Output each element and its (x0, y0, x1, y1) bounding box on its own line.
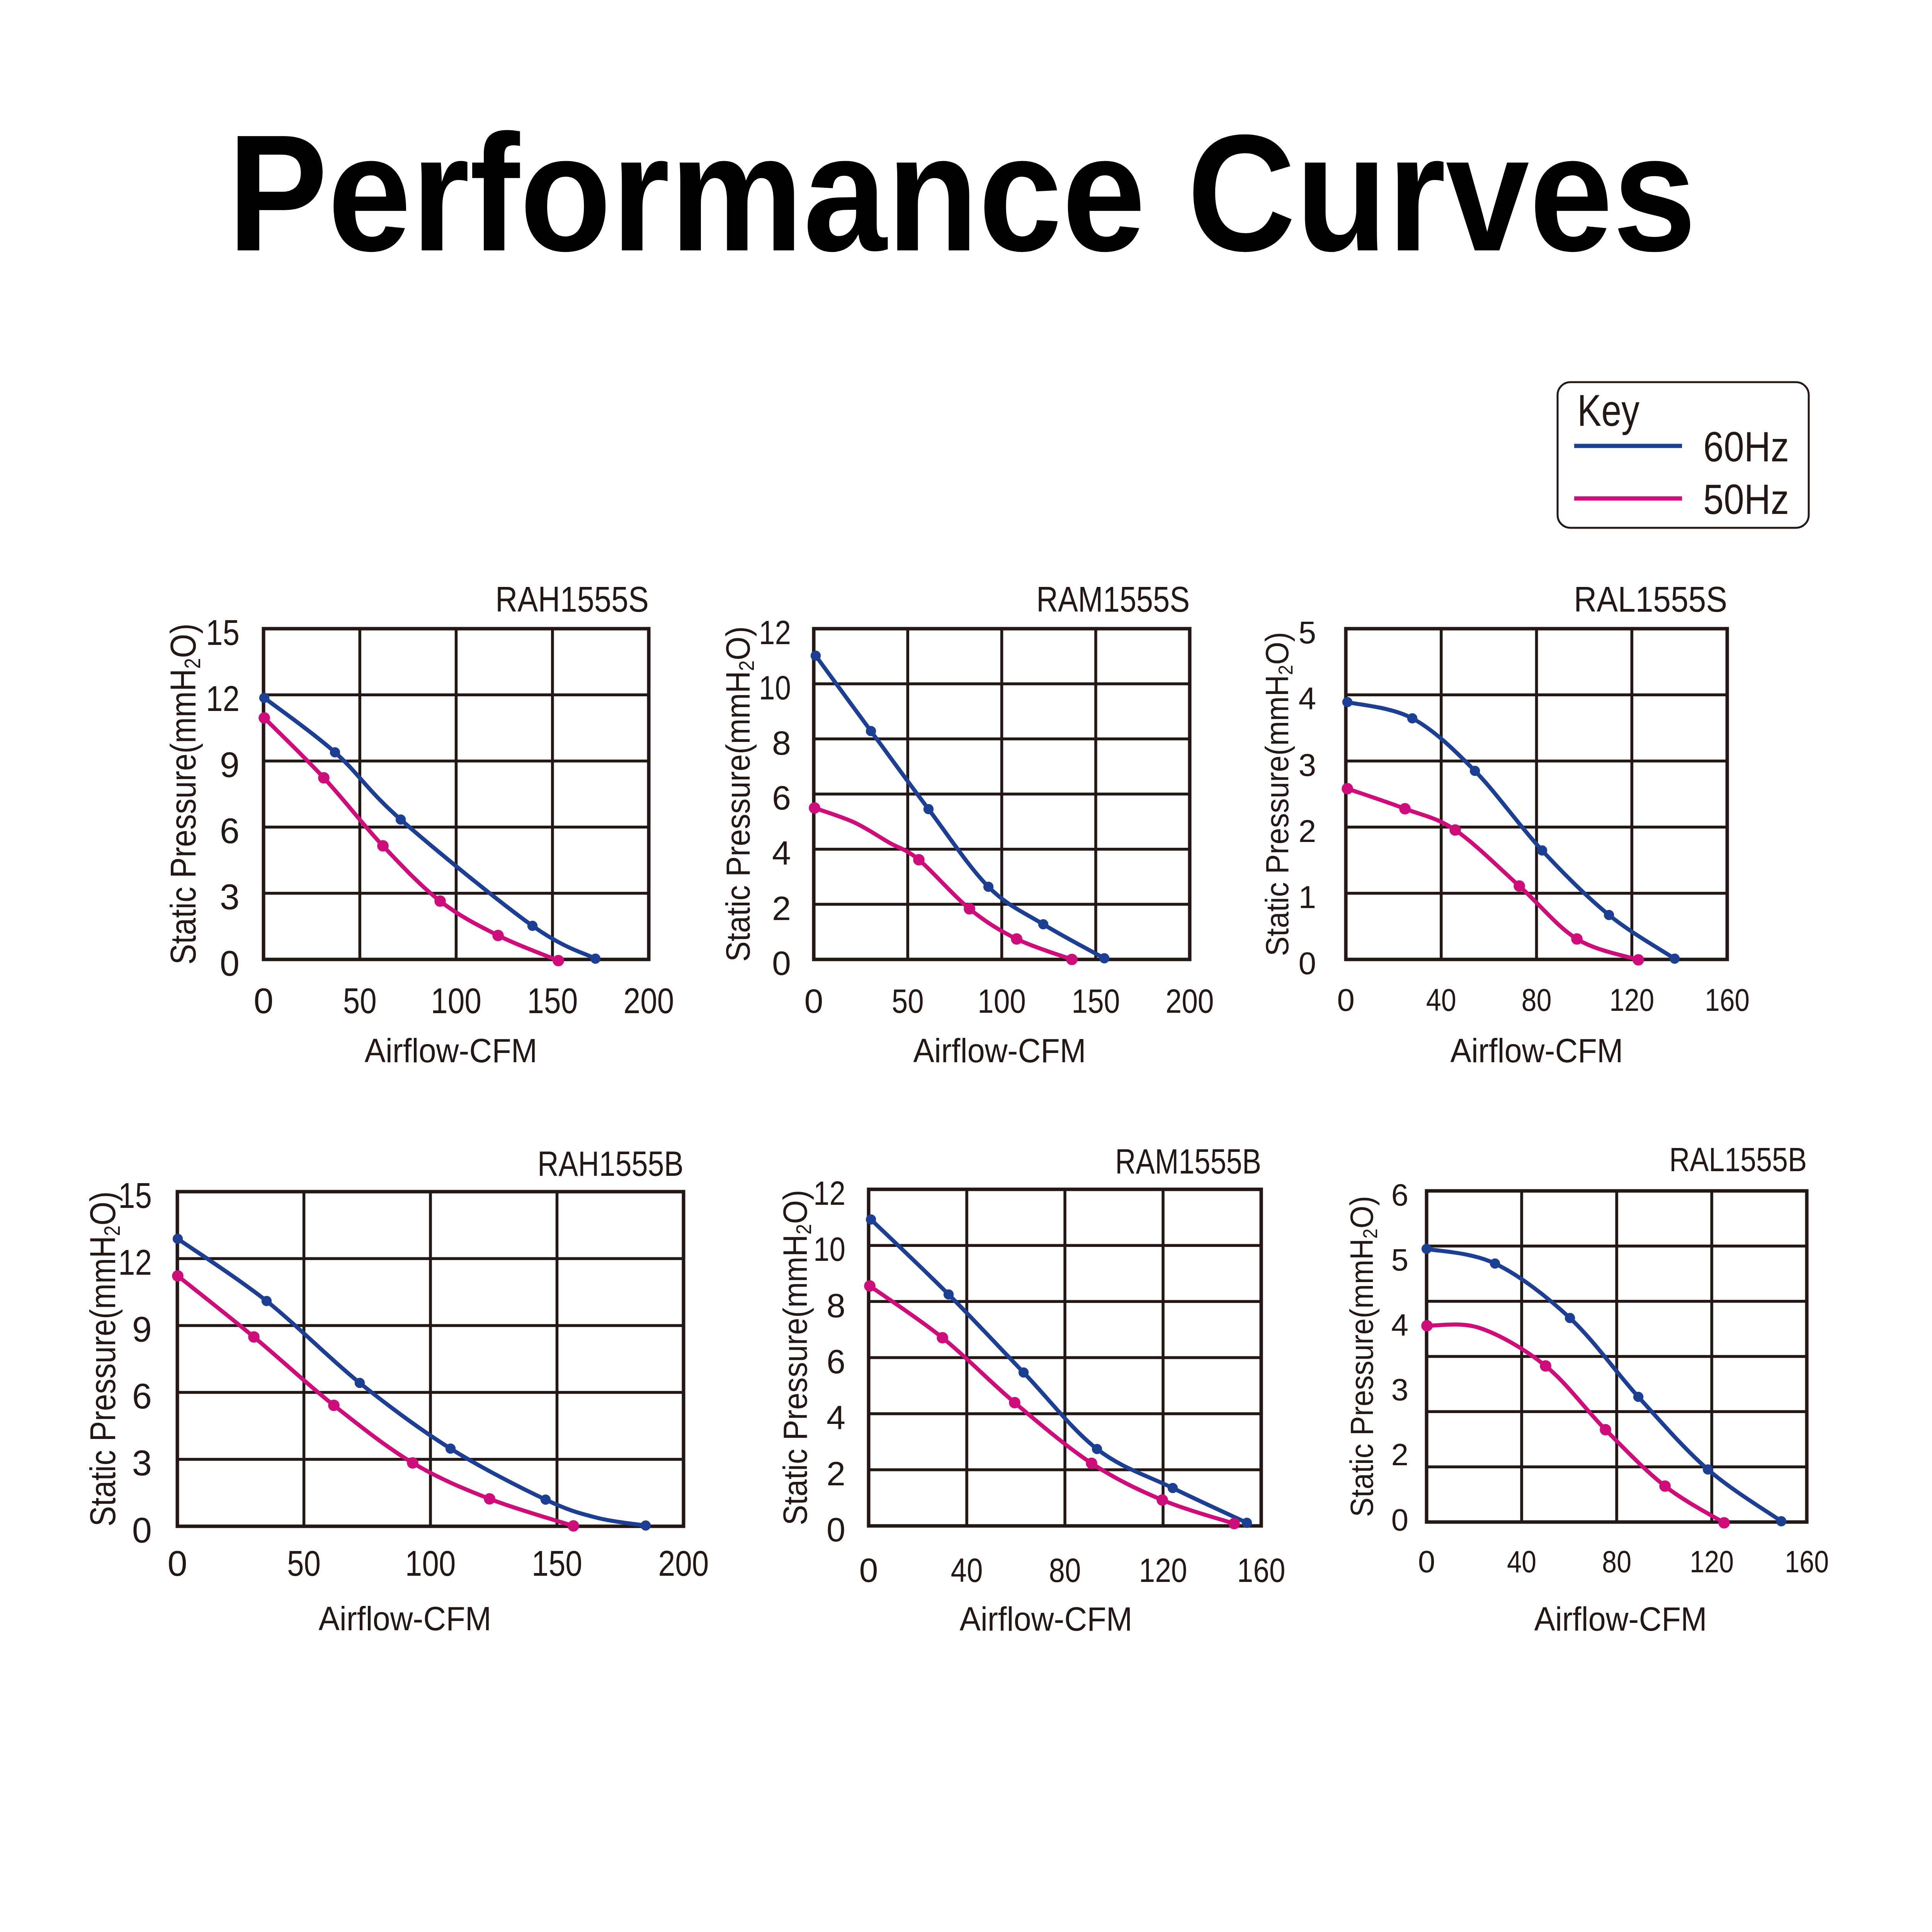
svg-text:40: 40 (951, 1551, 983, 1589)
svg-text:160: 160 (1785, 1544, 1829, 1579)
svg-text:3: 3 (220, 877, 240, 917)
svg-text:Static Pressure(mmH2O): Static Pressure(mmH2O) (776, 1190, 815, 1525)
svg-text:50: 50 (892, 982, 924, 1020)
svg-text:50: 50 (287, 1544, 321, 1583)
svg-text:0: 0 (804, 982, 823, 1020)
svg-text:2: 2 (1391, 1437, 1409, 1472)
svg-text:6: 6 (1391, 1178, 1409, 1212)
svg-text:12: 12 (118, 1243, 152, 1282)
svg-text:4: 4 (772, 834, 791, 872)
svg-text:Static Pressure(mmH2O): Static Pressure(mmH2O) (163, 624, 205, 965)
svg-text:RAM1555S: RAM1555S (1036, 579, 1190, 619)
svg-text:12: 12 (206, 679, 240, 718)
svg-text:160: 160 (1705, 982, 1750, 1017)
svg-text:3: 3 (1391, 1372, 1409, 1407)
svg-text:0: 0 (132, 1510, 152, 1550)
svg-text:10: 10 (759, 668, 791, 707)
svg-text:Airflow-CFM: Airflow-CFM (319, 1599, 492, 1638)
svg-text:12: 12 (813, 1174, 845, 1212)
svg-text:100: 100 (978, 982, 1026, 1020)
svg-text:15: 15 (206, 613, 240, 652)
svg-text:RAL1555S: RAL1555S (1574, 579, 1727, 619)
svg-text:50Hz: 50Hz (1703, 476, 1789, 523)
svg-text:4: 4 (827, 1398, 845, 1437)
svg-text:2: 2 (772, 889, 791, 927)
svg-text:200: 200 (658, 1544, 709, 1583)
svg-text:80: 80 (1602, 1544, 1631, 1579)
svg-text:1: 1 (1298, 879, 1316, 915)
svg-text:Static Pressure(mmH2O): Static Pressure(mmH2O) (1344, 1196, 1381, 1517)
svg-text:Static Pressure(mmH2O): Static Pressure(mmH2O) (83, 1192, 124, 1527)
svg-text:6: 6 (220, 811, 240, 850)
svg-text:5: 5 (1391, 1243, 1409, 1277)
svg-text:Static Pressure(mmH2O): Static Pressure(mmH2O) (1259, 632, 1297, 956)
svg-text:80: 80 (1522, 982, 1552, 1017)
svg-text:0: 0 (253, 981, 273, 1020)
svg-text:0: 0 (772, 944, 791, 982)
svg-text:4: 4 (1298, 681, 1316, 716)
svg-text:0: 0 (1298, 946, 1316, 981)
svg-text:50: 50 (343, 981, 377, 1020)
svg-text:0: 0 (859, 1551, 878, 1589)
svg-text:60Hz: 60Hz (1703, 423, 1789, 470)
svg-text:100: 100 (405, 1544, 456, 1583)
svg-text:2: 2 (1298, 813, 1316, 849)
svg-text:12: 12 (759, 613, 791, 651)
svg-text:80: 80 (1049, 1551, 1081, 1589)
svg-text:Airflow-CFM: Airflow-CFM (960, 1600, 1133, 1638)
svg-text:6: 6 (772, 779, 791, 817)
svg-text:5: 5 (1298, 615, 1316, 650)
svg-text:40: 40 (1426, 982, 1456, 1017)
svg-text:200: 200 (624, 981, 674, 1020)
svg-text:0: 0 (1391, 1503, 1409, 1537)
svg-text:15: 15 (118, 1176, 152, 1215)
svg-text:0: 0 (1418, 1544, 1435, 1579)
svg-text:0: 0 (827, 1510, 845, 1549)
svg-text:RAM1555B: RAM1555B (1115, 1142, 1261, 1181)
svg-text:10: 10 (813, 1230, 845, 1268)
svg-text:Airflow-CFM: Airflow-CFM (1451, 1031, 1623, 1070)
svg-text:3: 3 (1298, 747, 1316, 782)
svg-text:3: 3 (132, 1443, 152, 1483)
svg-text:9: 9 (132, 1310, 152, 1349)
svg-text:Performance Curves: Performance Curves (228, 100, 1696, 286)
svg-text:150: 150 (1071, 982, 1120, 1020)
svg-text:0: 0 (1337, 982, 1355, 1017)
svg-text:9: 9 (220, 745, 240, 784)
svg-text:120: 120 (1609, 982, 1654, 1017)
svg-text:RAH1555S: RAH1555S (495, 579, 649, 619)
svg-text:40: 40 (1507, 1544, 1536, 1579)
svg-text:0: 0 (220, 944, 240, 983)
svg-text:100: 100 (431, 981, 481, 1020)
svg-text:150: 150 (532, 1544, 582, 1583)
svg-text:RAH1555B: RAH1555B (537, 1145, 684, 1183)
svg-text:Airflow-CFM: Airflow-CFM (365, 1031, 537, 1070)
svg-text:Key: Key (1577, 386, 1639, 435)
svg-text:200: 200 (1166, 982, 1214, 1020)
svg-text:120: 120 (1139, 1551, 1187, 1589)
svg-text:Static Pressure(mmH2O): Static Pressure(mmH2O) (719, 626, 758, 962)
svg-text:150: 150 (527, 981, 578, 1020)
svg-text:160: 160 (1237, 1551, 1286, 1589)
svg-text:Airflow-CFM: Airflow-CFM (913, 1031, 1086, 1070)
svg-text:6: 6 (827, 1342, 845, 1381)
svg-text:120: 120 (1690, 1544, 1734, 1579)
svg-text:RAL1555B: RAL1555B (1669, 1141, 1807, 1178)
svg-text:0: 0 (167, 1544, 187, 1583)
svg-text:6: 6 (132, 1376, 152, 1416)
svg-text:Airflow-CFM: Airflow-CFM (1534, 1600, 1707, 1638)
svg-text:4: 4 (1391, 1308, 1409, 1342)
svg-text:2: 2 (827, 1454, 845, 1493)
svg-text:8: 8 (827, 1286, 845, 1325)
svg-text:8: 8 (772, 724, 791, 762)
